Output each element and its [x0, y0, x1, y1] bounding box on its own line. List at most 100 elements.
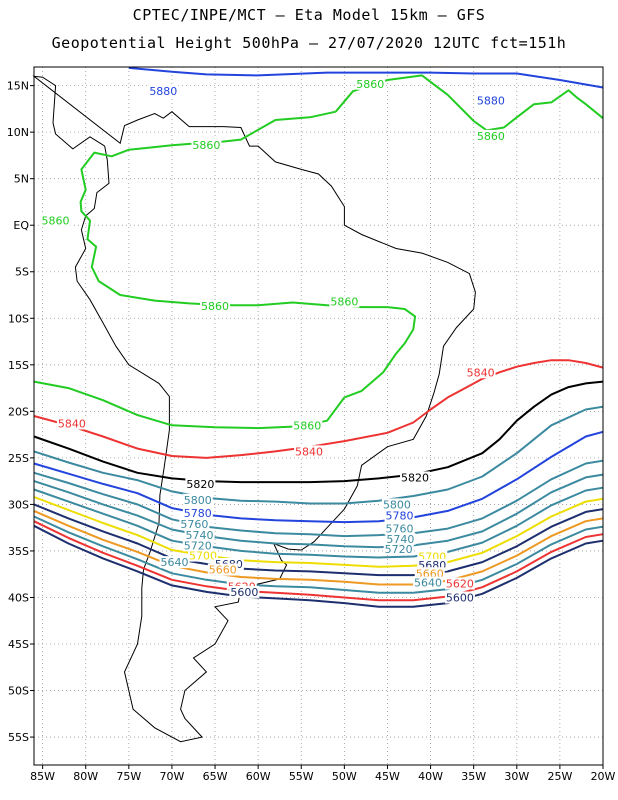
lat-tick-label: 5N	[14, 173, 29, 186]
contour-label-5840: 5840	[467, 366, 495, 379]
lat-tick-label: EQ	[13, 219, 29, 232]
contour-label-bg	[184, 529, 215, 542]
contour-label-5780: 5780	[386, 510, 414, 523]
contour-label-bg	[444, 591, 475, 604]
lat-tick-label: 15S	[8, 359, 29, 372]
lon-tick-label: 45W	[375, 770, 400, 783]
contour-label-bg	[329, 295, 360, 308]
lat-tick-label: 35S	[8, 545, 29, 558]
contour-label-bg	[191, 139, 222, 152]
contour-line-5760	[33, 459, 604, 538]
lat-tick-label: 40S	[8, 591, 29, 604]
contour-label-5780: 5780	[184, 507, 212, 520]
contour-line-5600	[33, 524, 604, 608]
contour-line-5820	[33, 380, 604, 484]
lon-tick-label: 65W	[203, 770, 228, 783]
contour-label-bg	[182, 506, 213, 519]
contour-label-bg	[40, 214, 71, 227]
contour-label-bg	[182, 539, 213, 552]
contour-label-5880: 5880	[149, 85, 177, 98]
contour-label-bg	[385, 532, 416, 545]
contour-line-5780	[33, 430, 604, 524]
contour-label-bg	[381, 498, 412, 511]
contour-label-bg	[465, 366, 496, 379]
contour-line-5620	[33, 520, 604, 602]
contour-label-5660: 5660	[209, 564, 237, 577]
contour-label-bg	[179, 517, 210, 530]
lat-tick-label: 10N	[7, 126, 29, 139]
contour-label-5700: 5700	[189, 550, 217, 563]
contour-label-5600: 5600	[446, 591, 474, 604]
contour-label-bg	[229, 585, 260, 598]
contour-label-5600: 5600	[230, 586, 258, 599]
contour-line-5860	[79, 110, 417, 399]
contour-label-5800: 5800	[383, 498, 411, 511]
contour-line-5720	[33, 486, 604, 559]
contour-line-5740	[33, 473, 604, 549]
contour-label-5820: 5820	[401, 471, 429, 484]
axis-ticks: 85W 80W 75W 70W 65W 60W 55W 50W 45W 40W 35W 30W 25W 2…	[7, 80, 616, 783]
lat-tick-label: 25S	[8, 452, 29, 465]
contour-label-5860: 5860	[477, 130, 505, 143]
map-frame	[33, 66, 604, 766]
chart-subtitle: Geopotential Height 500hPa – 27/07/2020 …	[51, 34, 567, 52]
lon-tick-label: 75W	[116, 770, 141, 783]
lon-tick-label: 70W	[160, 770, 185, 783]
contour-label-bg	[159, 556, 190, 569]
contour-label-5860: 5860	[192, 139, 220, 152]
contour-label-5880: 5880	[477, 95, 505, 108]
contour-label-bg	[294, 445, 325, 458]
lat-tick-label: 50S	[8, 685, 29, 698]
contour-label-5760: 5760	[180, 518, 208, 531]
lat-tick-label: 20S	[8, 405, 29, 418]
contour-label-5800: 5800	[184, 494, 212, 507]
lon-tick-label: 55W	[289, 770, 314, 783]
contour-line-5640	[33, 515, 604, 594]
lon-tick-label: 80W	[73, 770, 98, 783]
south-america-coastline	[32, 75, 476, 743]
contour-line-5860	[334, 74, 604, 132]
contour-label-5720: 5720	[385, 543, 413, 556]
chart-title: CPTEC/INPE/MCT – Eta Model 15km – GFS	[132, 6, 486, 24]
lat-tick-label: 10S	[8, 312, 29, 325]
contour-label-bg	[355, 77, 386, 90]
contour-line-5880	[128, 66, 604, 89]
contour-label-5860: 5860	[293, 419, 321, 432]
contour-label-bg	[148, 85, 179, 98]
contour-label-bg	[475, 94, 506, 107]
contour-label-5720: 5720	[184, 539, 212, 552]
contour-label-bg	[444, 577, 475, 590]
contour-label-5640: 5640	[161, 556, 189, 569]
contour-label-5860: 5860	[330, 296, 358, 309]
lon-tick-label: 40W	[418, 770, 443, 783]
contour-line-5700	[33, 496, 604, 568]
coastline-layer	[32, 75, 476, 743]
graticule-grid	[34, 67, 604, 765]
contour-label-bg	[207, 563, 238, 576]
contour-label-5860: 5860	[201, 300, 229, 313]
lon-tick-label: 20W	[591, 770, 616, 783]
contour-label-5840: 5840	[295, 445, 323, 458]
contour-line-5680	[33, 503, 604, 577]
contour-label-5620: 5620	[446, 578, 474, 591]
lon-tick-label: 25W	[547, 770, 572, 783]
lon-tick-label: 85W	[30, 770, 55, 783]
lon-tick-label: 30W	[504, 770, 529, 783]
contour-label-bg	[200, 300, 231, 313]
contour-label-5640: 5640	[414, 577, 442, 590]
lon-tick-label: 35W	[461, 770, 486, 783]
contour-label-5840: 5840	[58, 417, 86, 430]
contour-label-bg	[384, 509, 415, 522]
contour-label-bg	[187, 549, 218, 562]
contour-label-5740: 5740	[186, 529, 214, 542]
contour-label-5860: 5860	[356, 78, 384, 91]
contour-label-bg	[185, 477, 216, 490]
contour-label-bg	[400, 471, 431, 484]
lat-tick-label: 45S	[8, 638, 29, 651]
contour-label-bg	[414, 567, 445, 580]
contour-label-bg	[56, 417, 87, 430]
contour-layer	[33, 66, 604, 608]
contour-label-5860: 5860	[42, 215, 70, 228]
lat-tick-label: 15N	[7, 80, 29, 93]
contour-label-bg	[383, 543, 414, 556]
